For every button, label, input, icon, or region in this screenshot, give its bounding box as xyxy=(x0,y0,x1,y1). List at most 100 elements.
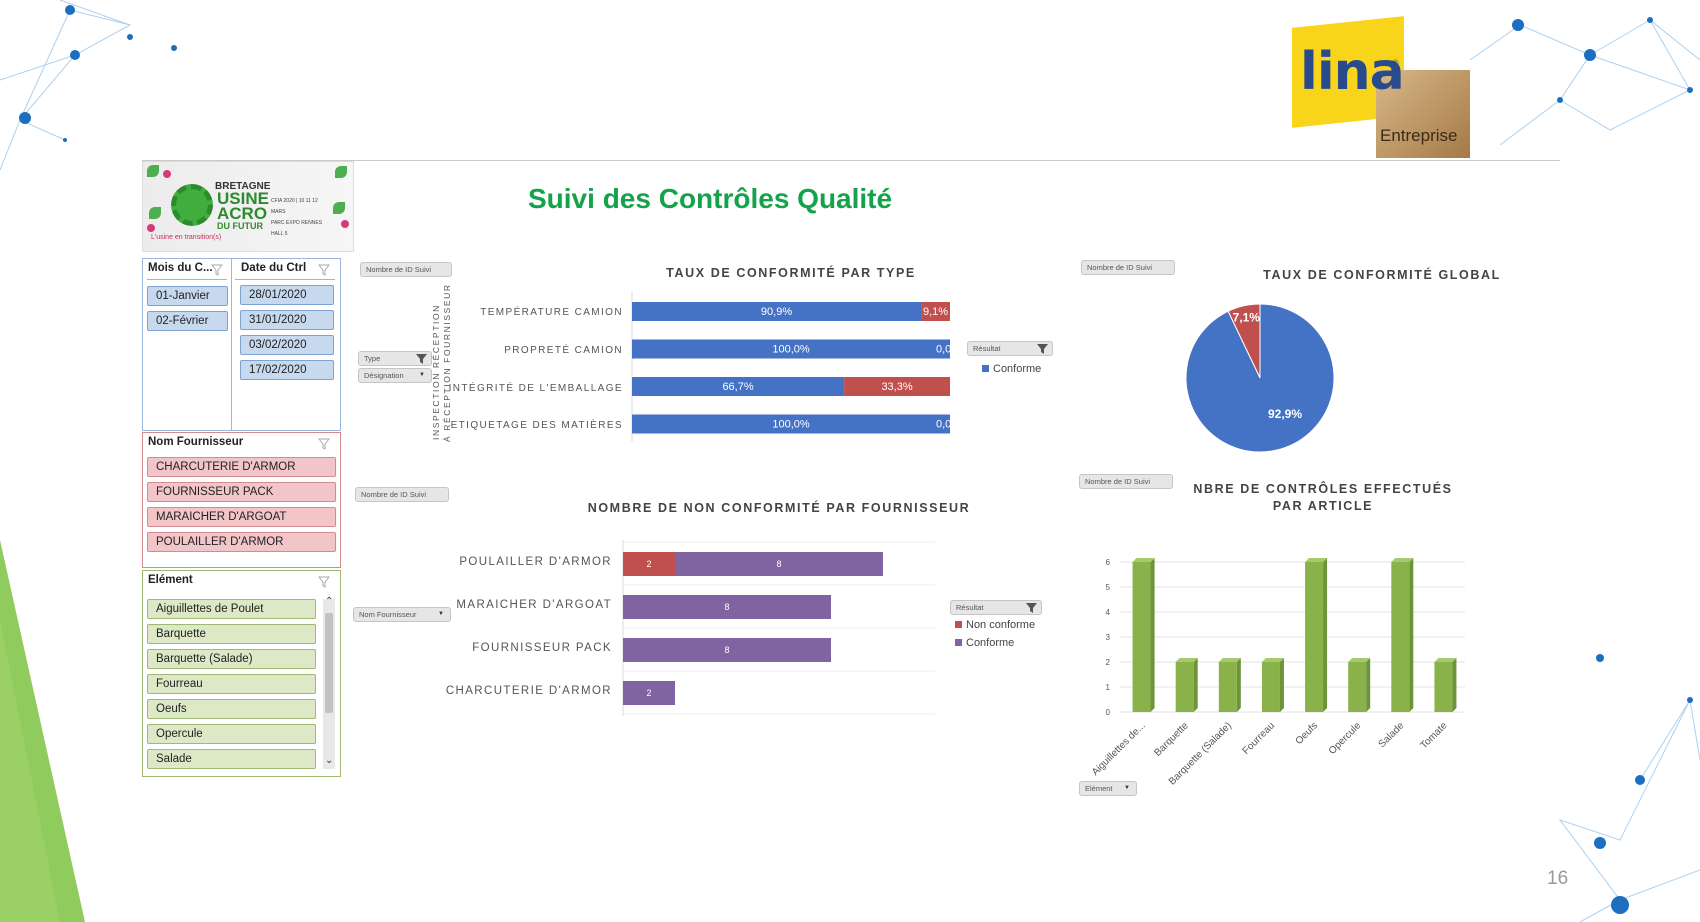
field-button-resultat[interactable]: Résultat xyxy=(950,600,1042,615)
tick-label: Barquette xyxy=(1152,720,1191,759)
slicer-element-item[interactable]: Fourreau xyxy=(147,674,316,694)
slicer-element-item[interactable]: Barquette xyxy=(147,624,316,644)
tick-label: 4 xyxy=(1106,608,1111,617)
slicer-element: Elément Aiguillettes de Poulet Barquette… xyxy=(142,570,341,777)
header-divider xyxy=(142,160,1560,161)
chart-type-category-label: INTÉGRITÉ DE L'EMBALLAGE xyxy=(448,383,623,394)
bar-side xyxy=(1409,558,1414,712)
chart-fournisseur-category-label: FOURNISSEUR PACK xyxy=(472,642,612,654)
slicer-element-item[interactable]: Oeufs xyxy=(147,699,316,719)
slicer-date-item[interactable]: 03/02/2020 xyxy=(240,335,334,355)
banner-info: CFIA 2020 | 10 11 12 MARS PARC EXPO RENNE… xyxy=(271,198,323,237)
slicer-date-item[interactable]: 28/01/2020 xyxy=(240,285,334,305)
slicer-fournisseur: Nom Fournisseur CHARCUTERIE D'ARMOR FOUR… xyxy=(142,432,341,568)
chart-type-plot: 90,9% 9,1% 100,0% 0,0% 66,7% 33,3% 100,0% 0,0% xyxy=(631,292,950,442)
chart-type-category-label: ETIQUETAGE DES MATIÈRES xyxy=(450,420,623,431)
tick-label: 5 xyxy=(1106,583,1111,592)
data-label: 100,0% xyxy=(772,344,810,356)
clear-filter-icon[interactable] xyxy=(318,438,330,450)
chart-global-title: TAUX DE CONFORMITÉ GLOBAL xyxy=(1263,268,1501,282)
clear-filter-icon[interactable] xyxy=(318,264,330,276)
bar xyxy=(1391,562,1410,712)
event-banner-image: BRETAGNE USINE ACRO DU FUTUR CFIA 2020 | … xyxy=(142,161,354,252)
chart-type-group-label: À RÉCEPTION FOURNISSEUR xyxy=(442,283,452,442)
slicer-mois-item[interactable]: 02-Février xyxy=(147,311,228,331)
bar xyxy=(1305,562,1324,712)
data-label: 8 xyxy=(724,602,729,612)
field-button-nombre-id[interactable]: Nombre de ID Suivi xyxy=(1081,260,1175,275)
slicer-fournisseur-item[interactable]: FOURNISSEUR PACK xyxy=(147,482,336,502)
slicer-mois-item[interactable]: 01-Janvier xyxy=(147,286,228,306)
bar-top xyxy=(1348,658,1371,662)
tick-label: Opercule xyxy=(1327,720,1364,757)
slicer-mois-header: Mois du C... xyxy=(148,262,213,274)
bar-segment xyxy=(632,302,922,321)
tick-label: Fourreau xyxy=(1241,720,1277,756)
legend-swatch xyxy=(955,639,962,646)
bar-top xyxy=(1434,658,1457,662)
field-button-nombre-id[interactable]: Nombre de ID Suivi xyxy=(355,487,449,502)
bar-segment xyxy=(623,552,675,576)
scroll-up-icon[interactable]: ⌃ xyxy=(325,596,334,607)
tick-label: Aiguillettes de... xyxy=(1090,720,1148,778)
slicer-fournisseur-item[interactable]: CHARCUTERIE D'ARMOR xyxy=(147,457,336,477)
chart-type-category-label: PROPRETÉ CAMION xyxy=(504,345,623,356)
bar xyxy=(1261,662,1280,712)
gear-icon xyxy=(171,184,213,226)
bar-segment xyxy=(675,552,883,576)
bar-top xyxy=(1132,558,1155,562)
slicer-element-item[interactable]: Aiguillettes de Poulet xyxy=(147,599,316,619)
clear-filter-icon[interactable] xyxy=(318,576,330,588)
page-title: Suivi des Contrôles Qualité xyxy=(528,183,893,214)
bar-side xyxy=(1452,658,1457,712)
chart-type-category-label: TEMPÉRATURE CAMION xyxy=(480,307,623,318)
slicer-element-scrollbar[interactable]: ⌃ ⌄ xyxy=(323,596,335,769)
field-button-nombre-id[interactable]: Nombre de ID Suivi xyxy=(360,262,452,277)
tick-label: Tomate xyxy=(1419,720,1450,751)
data-label: 92,9% xyxy=(1268,407,1302,421)
data-label: 2 xyxy=(646,559,651,569)
pie-slice xyxy=(1185,303,1335,453)
bar-segment xyxy=(623,681,675,705)
clear-filter-icon[interactable] xyxy=(211,264,223,276)
bar xyxy=(1434,662,1453,712)
tick-label: 1 xyxy=(1106,683,1111,692)
slicer-element-item[interactable]: Barquette (Salade) xyxy=(147,649,316,669)
bar-side xyxy=(1150,558,1155,712)
data-label: 66,7% xyxy=(722,381,753,393)
field-button-element[interactable]: Elément ▼ xyxy=(1079,781,1137,796)
field-button-resultat[interactable]: Résultat xyxy=(967,341,1053,356)
tick-label: Oeufs xyxy=(1294,720,1321,747)
chart-fournisseur-category-label: MARAICHER D'ARGOAT xyxy=(456,599,612,611)
bar-side xyxy=(1279,658,1284,712)
data-label: 8 xyxy=(776,559,781,569)
slicer-mois-date: Mois du C... Date du Ctrl 01-Janvier 02-… xyxy=(142,258,341,431)
filter-icon xyxy=(1037,344,1048,354)
data-label: 33,3% xyxy=(881,381,912,393)
field-button-designation[interactable]: Désignation ▼ xyxy=(358,368,432,383)
chart-fournisseur-title: NOMBRE DE NON CONFORMITÉ PAR FOURNISSEUR xyxy=(587,501,971,515)
slicer-fournisseur-item[interactable]: POULAILLER D'ARMOR xyxy=(147,532,336,552)
tick-label: 0 xyxy=(1106,708,1111,717)
bar-top xyxy=(1391,558,1414,562)
slicer-element-item[interactable]: Salade xyxy=(147,749,316,769)
field-button-nombre-id[interactable]: Nombre de ID Suivi xyxy=(1079,474,1173,489)
bar xyxy=(1132,562,1151,712)
bar xyxy=(1175,662,1194,712)
scroll-down-icon[interactable]: ⌄ xyxy=(325,755,334,766)
slicer-fournisseur-item[interactable]: MARAICHER D'ARGOAT xyxy=(147,507,336,527)
tick-label: Salade xyxy=(1377,720,1407,750)
field-button-type[interactable]: Type xyxy=(358,351,432,366)
field-button-nom-fournisseur[interactable]: Nom Fournisseur ▼ xyxy=(353,607,451,622)
bar-top xyxy=(1175,658,1198,662)
slicer-date-item[interactable]: 31/01/2020 xyxy=(240,310,334,330)
data-label: 7,1% xyxy=(1233,311,1261,325)
slicer-date-item[interactable]: 17/02/2020 xyxy=(240,360,334,380)
bar-top xyxy=(1305,558,1328,562)
slicer-element-item[interactable]: Opercule xyxy=(147,724,316,744)
legend-swatch xyxy=(982,365,989,372)
data-label: 8 xyxy=(724,645,729,655)
bar-top xyxy=(1261,658,1284,662)
